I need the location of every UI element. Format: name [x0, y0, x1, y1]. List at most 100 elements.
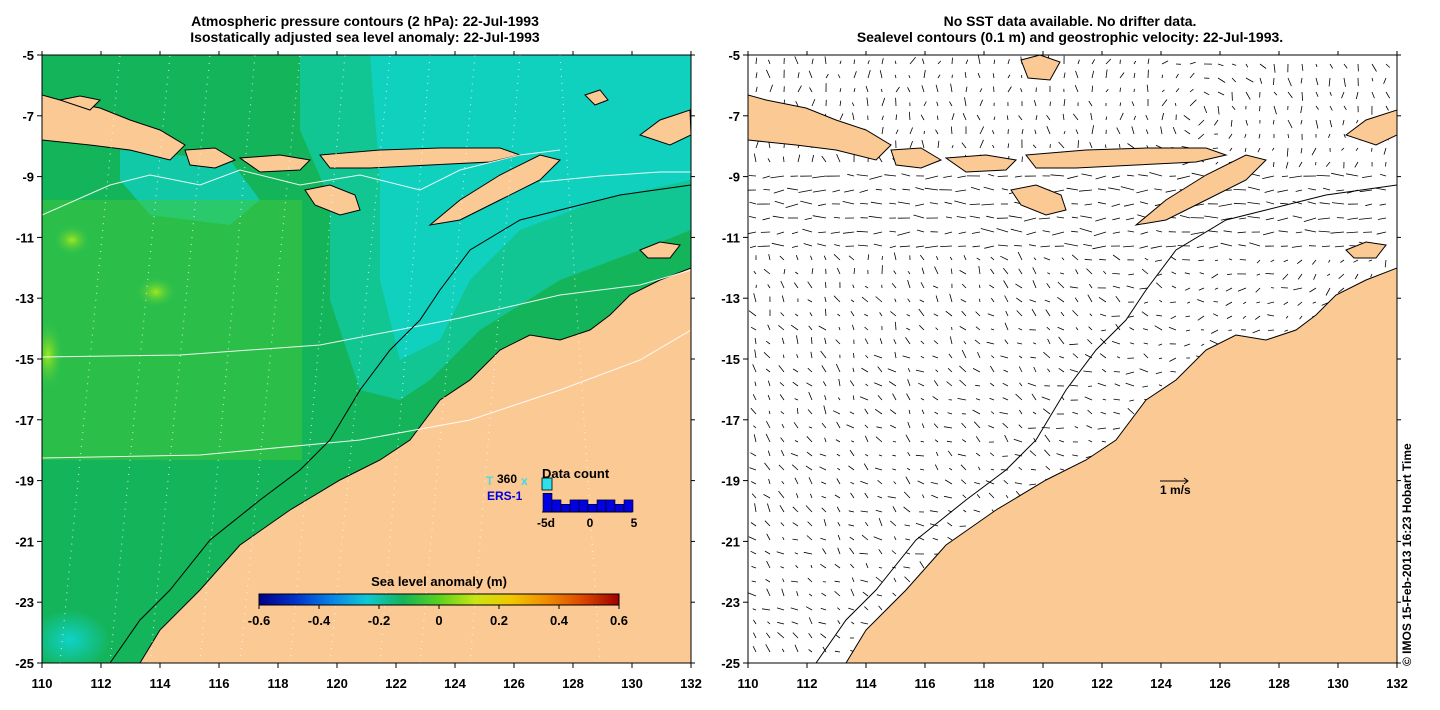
velocity-vector — [979, 139, 984, 149]
velocity-vector — [807, 521, 813, 527]
velocity-vector — [806, 535, 813, 541]
velocity-vector — [767, 503, 771, 513]
velocity-vector — [1270, 259, 1275, 263]
velocity-vector — [1079, 228, 1093, 233]
y-tick-label: -19 — [15, 474, 34, 489]
velocity-vector — [1287, 119, 1293, 129]
velocity-vector — [915, 454, 925, 457]
velocity-vector — [1119, 112, 1124, 121]
velocity-vector — [933, 313, 939, 317]
velocity-vector — [803, 243, 813, 247]
velocity-vector — [868, 215, 883, 219]
velocity-vector — [1078, 189, 1093, 192]
velocity-vector — [945, 216, 953, 219]
velocity-vector — [770, 175, 785, 179]
velocity-vector — [1093, 231, 1107, 237]
velocity-vector — [1245, 91, 1251, 100]
velocity-vector — [1044, 434, 1051, 443]
velocity-vector — [781, 424, 785, 429]
velocity-vector — [808, 391, 813, 401]
velocity-vector — [794, 477, 799, 485]
velocity-vector — [791, 245, 799, 248]
velocity-vector — [875, 509, 883, 513]
velocity-vector — [975, 384, 981, 387]
velocity-vector — [1042, 408, 1051, 415]
velocity-vector — [894, 351, 897, 359]
velocity-vector — [1086, 425, 1093, 429]
velocity-vector — [1317, 217, 1331, 220]
velocity-vector — [808, 649, 813, 653]
velocity-vector — [1116, 356, 1121, 359]
velocity-vector — [1015, 393, 1023, 401]
velocity-vector — [964, 72, 967, 79]
x-tick-label: 130 — [1327, 676, 1349, 691]
velocity-vector — [838, 326, 841, 331]
velocity-vector — [907, 421, 911, 429]
velocity-vector — [894, 74, 897, 79]
timor-island — [1134, 154, 1267, 226]
velocity-vector — [1097, 188, 1107, 191]
velocity-vector — [824, 337, 827, 345]
velocity-vector — [812, 215, 827, 219]
velocity-vector — [1113, 371, 1121, 373]
velocity-vector — [753, 619, 757, 625]
velocity-vector — [865, 563, 869, 569]
velocity-vector — [1089, 313, 1093, 317]
velocity-vector — [894, 298, 897, 303]
velocity-vector — [1273, 91, 1278, 96]
velocity-vector — [1285, 161, 1289, 169]
velocity-vector — [918, 308, 925, 317]
velocity-vector — [779, 394, 785, 401]
velocity-vector — [1101, 368, 1107, 373]
velocity-vector — [1010, 228, 1023, 233]
velocity-vector — [1191, 172, 1205, 177]
velocity-vector — [825, 282, 827, 289]
velocity-vector — [865, 383, 869, 387]
velocity-vector — [975, 398, 981, 401]
velocity-vector — [884, 174, 897, 177]
velocity-vector — [1081, 173, 1093, 177]
x-tick-label: 124 — [444, 676, 466, 691]
velocity-vector — [1119, 72, 1125, 79]
velocity-vector — [892, 592, 897, 597]
velocity-vector — [860, 579, 869, 583]
velocity-vector — [894, 60, 897, 65]
velocity-vector — [1329, 105, 1333, 111]
velocity-vector — [1123, 203, 1135, 207]
velocity-vector — [1161, 74, 1164, 79]
velocity-vector — [1321, 245, 1331, 247]
velocity-vector — [1265, 273, 1275, 275]
australia-land — [845, 267, 1397, 663]
sea-level-colorbar: Sea level anomaly (m) -0.6 -0.4 -0.2 0 0.2 0.… — [248, 574, 628, 628]
velocity-vector — [1208, 230, 1219, 233]
velocity-vector — [990, 297, 995, 303]
y-tick-label: -5 — [728, 48, 740, 63]
velocity-vector — [1175, 73, 1179, 79]
velocity-vector — [780, 312, 785, 317]
velocity-vector — [1203, 105, 1208, 114]
velocity-vector — [1185, 315, 1191, 318]
velocity-vector — [1120, 186, 1135, 191]
velocity-vector — [778, 324, 785, 331]
velocity-vector — [1101, 440, 1107, 443]
velocity-vector — [1154, 188, 1163, 191]
velocity-vector — [820, 607, 827, 611]
velocity-vector — [751, 580, 757, 583]
velocity-vector — [1225, 301, 1233, 306]
velocity-vector — [802, 228, 813, 233]
velocity-vector — [935, 369, 939, 373]
velocity-vector — [961, 283, 967, 289]
velocity-vector — [905, 476, 911, 485]
velocity-vector — [1383, 147, 1387, 155]
velocity-vector — [908, 74, 911, 79]
velocity-vector — [1031, 393, 1037, 401]
velocity-vector — [1311, 147, 1317, 156]
velocity-vector — [1343, 63, 1348, 69]
velocity-vector — [753, 153, 757, 163]
velocity-vector — [1242, 315, 1247, 319]
velocity-vector — [1088, 385, 1093, 387]
velocity-vector — [1105, 88, 1109, 93]
velocity-vector — [1020, 88, 1023, 93]
velocity-vector — [837, 620, 841, 625]
velocity-vector — [1239, 259, 1247, 261]
